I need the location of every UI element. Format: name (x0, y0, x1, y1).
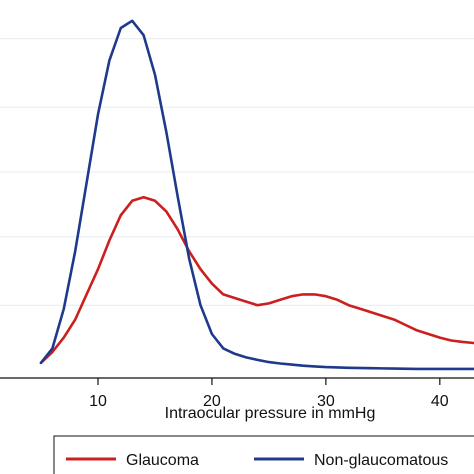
series-lines (39, 19, 474, 371)
x-axis-ticks: 10 20 30 40 (89, 378, 449, 410)
x-tick-label: 40 (431, 393, 449, 410)
x-tick-label: 10 (89, 393, 107, 410)
legend-label-glaucoma: Glaucoma (126, 452, 199, 469)
series-line-non-glaucomatous (39, 19, 474, 371)
series-line-glaucoma (39, 195, 474, 365)
x-tick-label: 20 (203, 393, 221, 410)
legend-box (53, 435, 474, 474)
x-axis-title: Intraocular pressure in mmHg (165, 405, 376, 422)
gridlines (0, 38, 474, 306)
x-tick-label: 30 (317, 393, 335, 410)
legend: Glaucoma Non-glaucomatous (53, 435, 474, 474)
legend-label-non-glaucomatous: Non-glaucomatous (314, 452, 448, 469)
